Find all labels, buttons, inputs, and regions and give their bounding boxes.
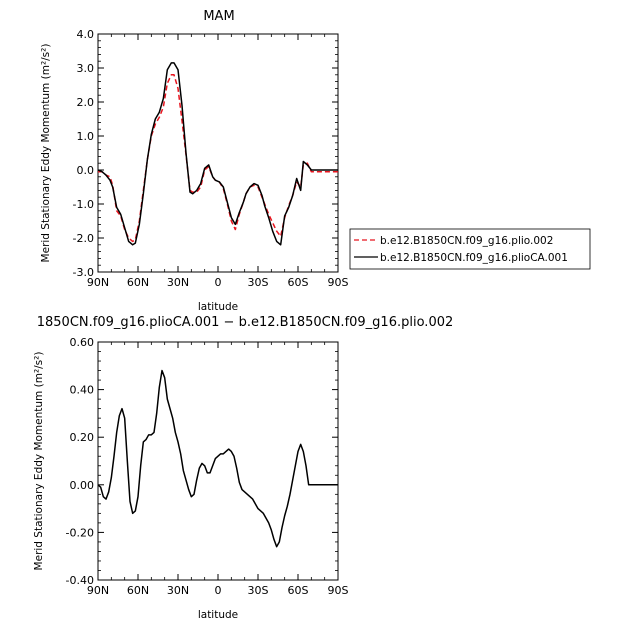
top-chart-y-tick-label: 3.0	[77, 62, 95, 75]
legend: b.e12.B1850CN.f09_g16.plio.002 b.e12.B18…	[349, 228, 591, 270]
top-chart-series-group	[97, 62, 338, 246]
top-chart-y-tick-label: -1.0	[73, 198, 94, 211]
bottom-chart-x-tick-label: 0	[215, 584, 222, 597]
bottom-chart-y-tick-label: 0.40	[70, 384, 95, 397]
bottom-chart-x-tick-label: 30N	[167, 584, 189, 597]
bottom-chart-y-tick-label: 0.60	[70, 336, 95, 349]
bottom-chart-x-tick-label: 60S	[288, 584, 309, 597]
top-chart-x-tick-label: 90N	[87, 276, 109, 289]
top-chart-y-tick-label: 4.0	[77, 28, 95, 41]
top-chart-x-tick-label: 60N	[127, 276, 149, 289]
top-chart-y-tick-label: -3.0	[73, 266, 94, 279]
bottom-chart-x-axis-label: latitude	[198, 609, 238, 621]
top-chart-y-axis-label: Merid Stationary Eddy Momentum (m²/s²)	[40, 44, 52, 263]
bottom-chart-y-tick-label: -0.20	[66, 526, 94, 539]
bottom-chart-plot-frame	[97, 341, 339, 581]
legend-label-series-2: b.e12.B1850CN.f09_g16.plioCA.001	[380, 252, 568, 264]
top-chart-y-tick-label: 2.0	[77, 96, 95, 109]
top-chart-series-line-1	[98, 74, 338, 243]
bottom-chart-series-line-1	[97, 369, 338, 548]
top-chart-series-line-2	[97, 62, 338, 246]
top-chart-x-tick-label: 30N	[167, 276, 189, 289]
bottom-chart-title: 1850CN.f09_g16.plioCA.001 − b.e12.B1850C…	[37, 315, 454, 330]
bottom-chart-x-tick-label: 90S	[328, 584, 349, 597]
bottom-chart-y-axis-label: Merid Stationary Eddy Momentum (m²/s²)	[33, 352, 45, 571]
top-chart-x-tick-label: 30S	[248, 276, 269, 289]
top-chart-plot-frame	[97, 33, 339, 273]
top-chart-y-tick-label: 1.0	[77, 130, 95, 143]
bottom-chart-y-tick-label: 0.20	[70, 431, 95, 444]
bottom-chart-series-group	[97, 369, 338, 548]
bottom-chart-y-tick-label: 0.00	[70, 479, 95, 492]
legend-label-series-1: b.e12.B1850CN.f09_g16.plio.002	[380, 235, 553, 247]
bottom-chart-x-tick-label: 60N	[127, 584, 149, 597]
top-chart-x-axis-label: latitude	[198, 301, 238, 313]
top-chart-title: MAM	[203, 9, 234, 24]
bottom-chart-y-tick-label: -0.40	[66, 574, 94, 587]
bottom-chart-x-tick-label: 30S	[248, 584, 269, 597]
bottom-chart-x-tick-label: 90N	[87, 584, 109, 597]
top-chart-x-tick-label: 90S	[328, 276, 349, 289]
top-chart-x-tick-label: 0	[215, 276, 222, 289]
top-chart-y-tick-label: -2.0	[73, 232, 94, 245]
top-chart-x-tick-label: 60S	[288, 276, 309, 289]
top-chart-y-tick-label: 0.0	[77, 164, 95, 177]
bottom-chart-axes: 90N 60N 30N 0 30S 60S 90S -0.40 -0.20 0.00 0.20 0.4…	[66, 336, 349, 597]
bottom-chart: 1850CN.f09_g16.plioCA.001 − b.e12.B1850C…	[33, 315, 453, 621]
legend-box	[349, 228, 591, 270]
top-chart: MAM Merid Stationary Eddy Momentum (m²/s…	[40, 9, 591, 313]
top-chart-axes: 90N 60N 30N 0 30S 60S 90S -3.0 -2.0 -1.0 0.0 1.0 2.0…	[73, 28, 349, 289]
